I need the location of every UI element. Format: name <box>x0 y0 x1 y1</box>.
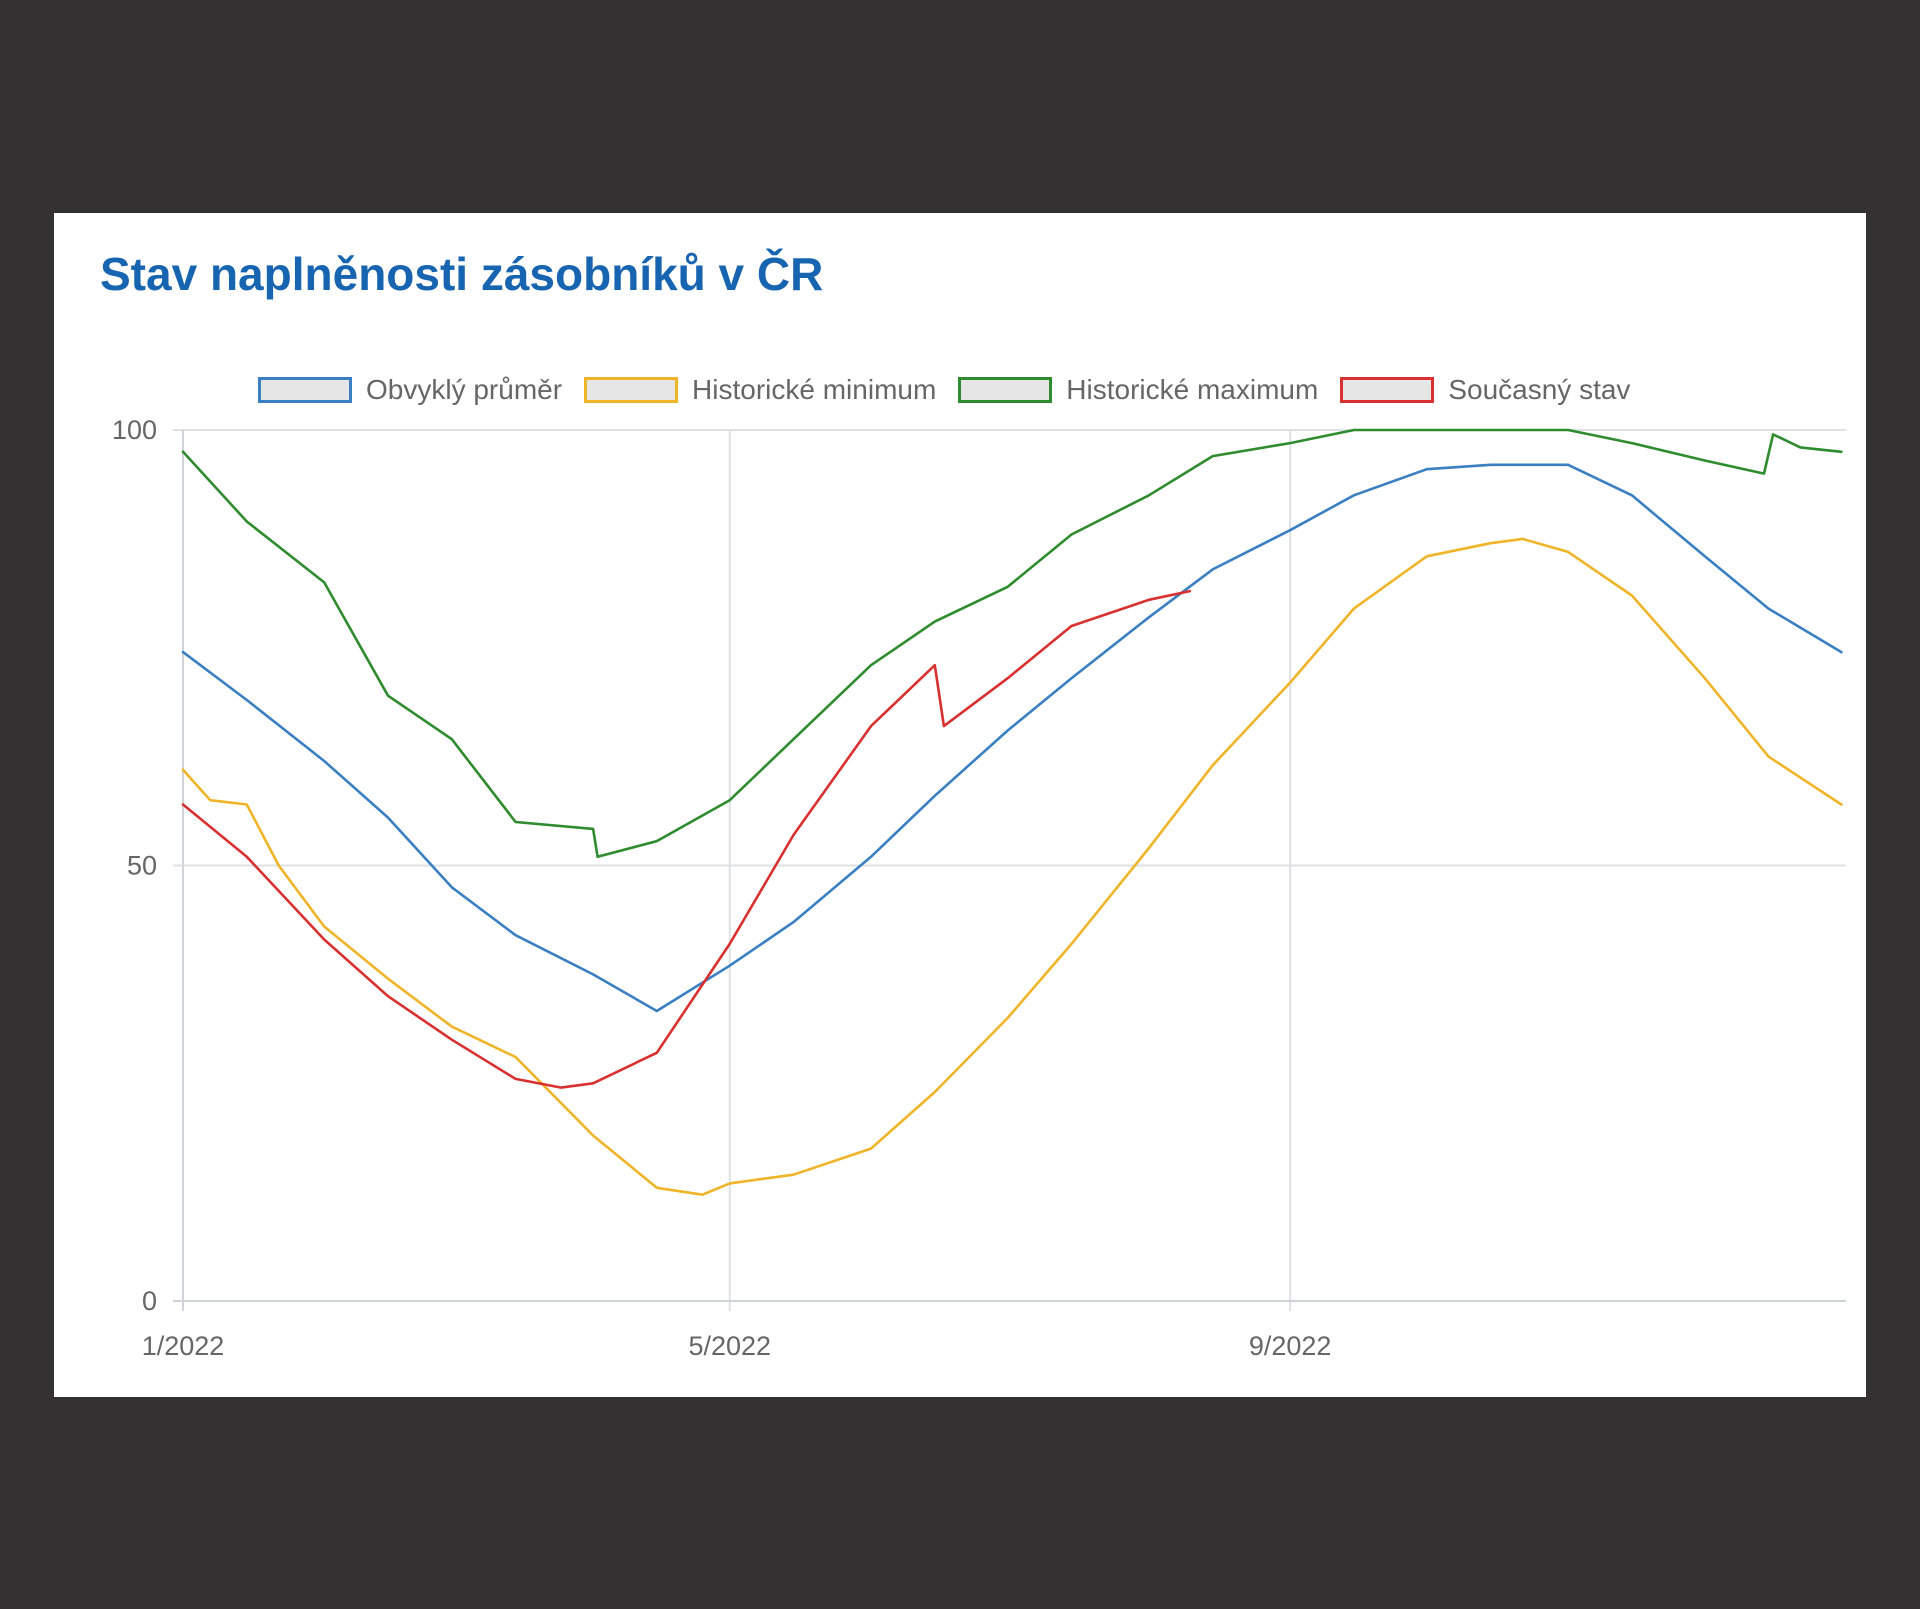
legend-label: Obvyklý průměr <box>366 374 563 405</box>
legend-item-historicke-minimum[interactable]: Historické minimum <box>584 374 936 406</box>
x-tick-label: 1/2022 <box>142 1331 225 1361</box>
legend-swatch-icon <box>1340 377 1435 403</box>
x-tick-label: 5/2022 <box>688 1331 771 1361</box>
series-line-obvykly-prumer <box>181 463 1843 1013</box>
series-line-historicke-minimum <box>181 537 1843 1197</box>
chart-legend: Obvyklý průměr Historické minimum Histor… <box>258 374 1652 406</box>
legend-swatch-icon <box>258 377 352 403</box>
legend-item-obvykly-prumer[interactable]: Obvyklý průměr <box>258 374 562 406</box>
x-tick-label: 9/2022 <box>1249 1331 1332 1361</box>
line-chart: 0 50 100 1/2022 5/2022 9/2022 <box>112 415 1846 1361</box>
legend-item-historicke-maximum[interactable]: Historické maximum <box>958 374 1318 406</box>
series-line-historicke-maximum <box>181 428 1843 859</box>
y-tick-label: 0 <box>142 1286 157 1316</box>
chart-title: Stav naplněnosti zásobníků v ČR <box>100 248 824 300</box>
legend-item-soucasny-stav[interactable]: Současný stav <box>1340 374 1630 406</box>
y-tick-label: 100 <box>112 415 157 445</box>
y-tick-label: 50 <box>127 851 157 881</box>
legend-label: Historické maximum <box>1066 374 1319 405</box>
legend-label: Současný stav <box>1448 374 1631 405</box>
legend-swatch-icon <box>958 377 1053 403</box>
legend-swatch-icon <box>584 377 679 403</box>
series-line-soucasny-stav <box>181 589 1192 1089</box>
chart-card: Stav naplněnosti zásobníků v ČR Obvyklý … <box>54 213 1866 1397</box>
legend-label: Historické minimum <box>692 374 937 405</box>
